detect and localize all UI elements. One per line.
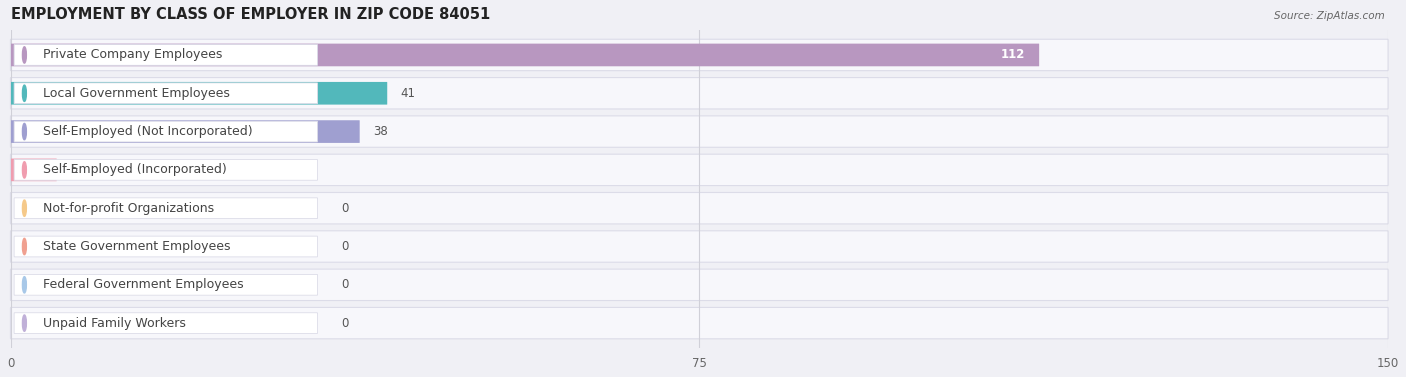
Text: Self-Employed (Incorporated): Self-Employed (Incorporated) (42, 163, 226, 176)
FancyBboxPatch shape (10, 44, 1039, 66)
Circle shape (22, 200, 27, 216)
FancyBboxPatch shape (14, 198, 318, 219)
FancyBboxPatch shape (10, 116, 1388, 147)
Text: 0: 0 (342, 278, 349, 291)
FancyBboxPatch shape (14, 313, 318, 334)
FancyBboxPatch shape (10, 307, 1388, 339)
Text: Private Company Employees: Private Company Employees (42, 49, 222, 61)
FancyBboxPatch shape (14, 236, 318, 257)
FancyBboxPatch shape (10, 78, 1388, 109)
FancyBboxPatch shape (14, 274, 318, 295)
FancyBboxPatch shape (14, 44, 318, 65)
Text: 0: 0 (342, 240, 349, 253)
Text: Self-Employed (Not Incorporated): Self-Employed (Not Incorporated) (42, 125, 253, 138)
Circle shape (22, 85, 27, 101)
Text: Local Government Employees: Local Government Employees (42, 87, 229, 100)
Text: 0: 0 (342, 202, 349, 215)
Text: State Government Employees: State Government Employees (42, 240, 231, 253)
Text: EMPLOYMENT BY CLASS OF EMPLOYER IN ZIP CODE 84051: EMPLOYMENT BY CLASS OF EMPLOYER IN ZIP C… (11, 7, 489, 22)
FancyBboxPatch shape (14, 159, 318, 180)
FancyBboxPatch shape (10, 159, 56, 181)
FancyBboxPatch shape (10, 154, 1388, 185)
Text: 112: 112 (1001, 49, 1025, 61)
FancyBboxPatch shape (14, 121, 318, 142)
FancyBboxPatch shape (10, 120, 360, 143)
Text: Not-for-profit Organizations: Not-for-profit Organizations (42, 202, 214, 215)
FancyBboxPatch shape (10, 39, 1388, 70)
Text: Unpaid Family Workers: Unpaid Family Workers (42, 317, 186, 329)
Text: Source: ZipAtlas.com: Source: ZipAtlas.com (1274, 11, 1385, 21)
FancyBboxPatch shape (14, 83, 318, 104)
Text: 38: 38 (374, 125, 388, 138)
Circle shape (22, 162, 27, 178)
Circle shape (22, 123, 27, 140)
Text: 41: 41 (401, 87, 416, 100)
Circle shape (22, 277, 27, 293)
Text: Federal Government Employees: Federal Government Employees (42, 278, 243, 291)
FancyBboxPatch shape (10, 82, 387, 104)
FancyBboxPatch shape (10, 231, 1388, 262)
Circle shape (22, 47, 27, 63)
Text: 5: 5 (70, 163, 77, 176)
FancyBboxPatch shape (10, 269, 1388, 300)
FancyBboxPatch shape (10, 193, 1388, 224)
Circle shape (22, 238, 27, 255)
Text: 0: 0 (342, 317, 349, 329)
Circle shape (22, 315, 27, 331)
